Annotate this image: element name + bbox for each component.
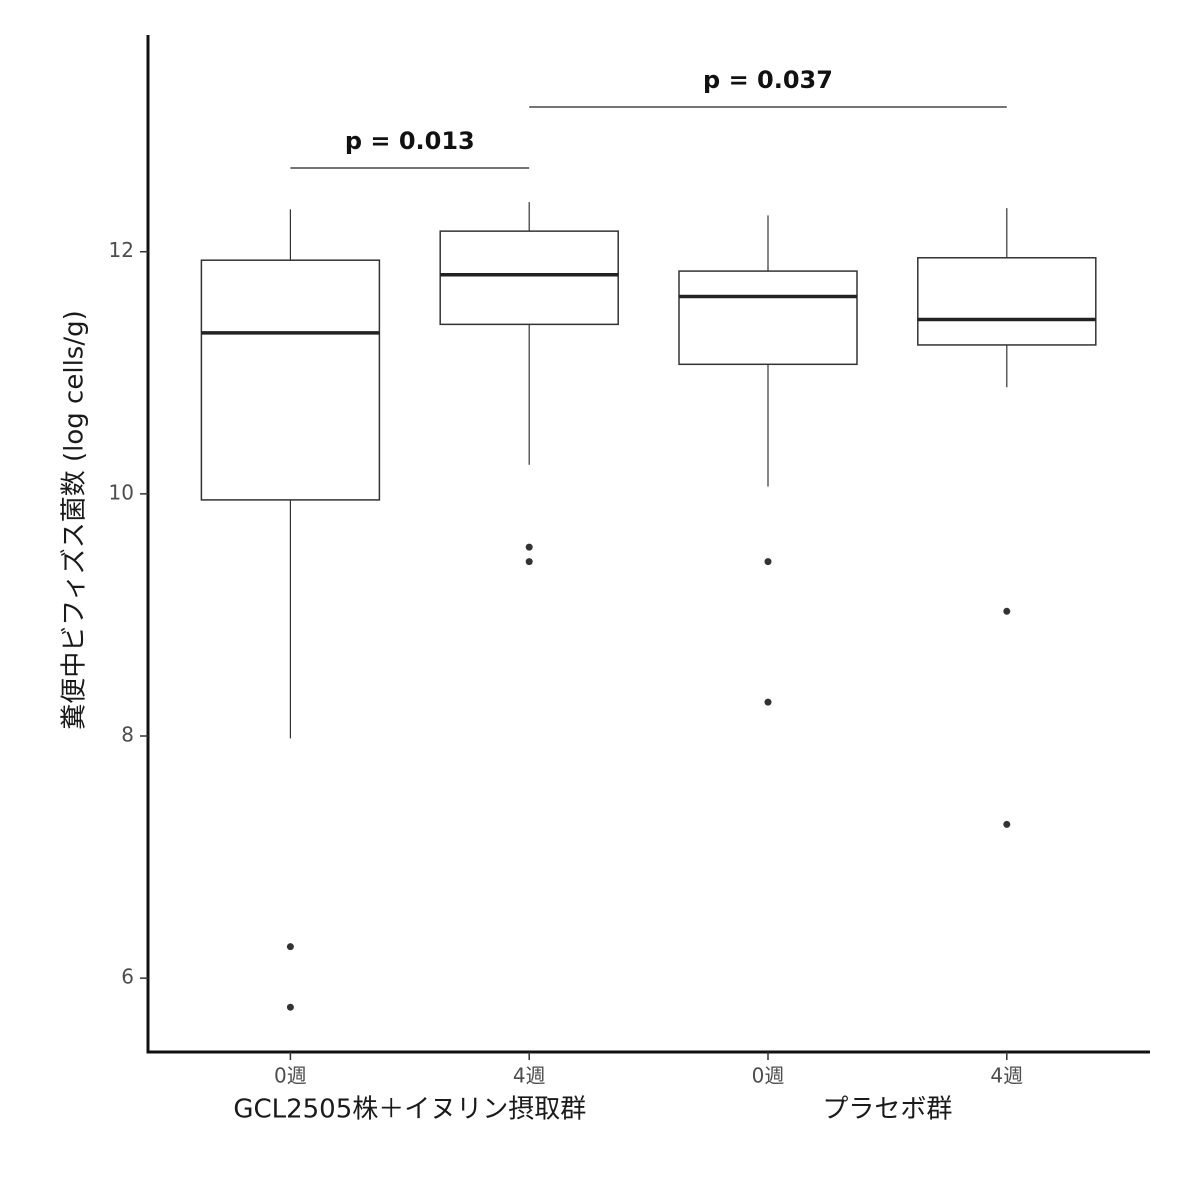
x-tick-label: 4週 bbox=[990, 1064, 1023, 1088]
outlier bbox=[525, 558, 533, 566]
significance-label: p = 0.013 bbox=[345, 127, 475, 155]
x-tick-label: 4週 bbox=[513, 1064, 546, 1088]
x-tick-label: 0週 bbox=[752, 1064, 785, 1088]
y-tick-label: 8 bbox=[121, 723, 134, 747]
box bbox=[439, 230, 619, 326]
outlier bbox=[286, 1003, 294, 1011]
y-tick-label: 6 bbox=[121, 965, 134, 989]
outlier bbox=[286, 943, 294, 951]
outlier bbox=[764, 558, 772, 566]
outlier bbox=[1003, 820, 1011, 828]
group-label: GCL2505株＋イヌリン摂取群 bbox=[233, 1095, 586, 1125]
box bbox=[678, 270, 858, 366]
outlier bbox=[525, 543, 533, 551]
y-tick-label: 10 bbox=[109, 480, 134, 504]
outlier bbox=[1003, 607, 1011, 615]
outlier bbox=[764, 698, 772, 706]
x-tick-label: 0週 bbox=[274, 1064, 307, 1088]
y-axis-label: 糞便中ビフィズス菌数 (log cells/g) bbox=[60, 310, 90, 729]
significance-label: p = 0.037 bbox=[703, 66, 833, 94]
y-tick-label: 12 bbox=[109, 238, 134, 262]
box bbox=[917, 257, 1097, 346]
group-label: プラセボ群 bbox=[822, 1095, 952, 1125]
box bbox=[200, 259, 381, 501]
